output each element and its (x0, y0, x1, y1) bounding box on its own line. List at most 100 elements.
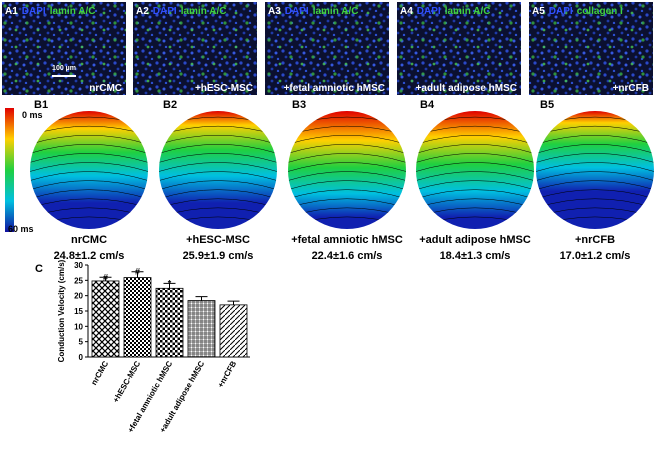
isochrone (288, 198, 406, 209)
isochrone-map (416, 111, 534, 229)
isochrone (536, 162, 654, 172)
map-name: +fetal amniotic hMSC (291, 234, 403, 246)
panel-label: A4 (400, 6, 413, 17)
isochrone-map (30, 111, 148, 229)
panel-header: A2 DAPI lamin A/C (136, 6, 226, 17)
micrograph-caption: +hESC-MSC (195, 83, 253, 94)
micrograph-caption: +adult adipose hMSC (416, 83, 517, 94)
x-tick-label: +nrCFB (216, 359, 238, 389)
isochrone (536, 153, 654, 163)
y-tick-label: 25 (74, 276, 83, 285)
y-tick-label: 5 (79, 338, 84, 347)
isochrone (416, 171, 534, 181)
panel-label: A3 (268, 6, 281, 17)
map-name: +hESC-MSC (186, 234, 250, 246)
stain-marker: lamin A/C (445, 6, 491, 17)
panel-header: A3 DAPI lamin A/C (268, 6, 358, 17)
micrograph-caption: +nrCFB (613, 83, 649, 94)
isochrone (30, 134, 148, 145)
map-velocity: 17.0±1.2 cm/s (560, 250, 631, 262)
map-label: B1 (34, 99, 48, 111)
isochrone (30, 189, 148, 199)
map-name: +adult adipose hMSC (419, 234, 531, 246)
isochrone (416, 144, 534, 154)
y-tick-label: 10 (74, 322, 83, 331)
isochrone-map (288, 111, 406, 229)
isochrone-map (159, 111, 277, 229)
isochrone (288, 144, 406, 154)
isochrone (159, 198, 277, 209)
micrograph-green (397, 2, 521, 95)
isochrone (159, 153, 277, 163)
panel-label: A5 (532, 6, 545, 17)
isochrone (288, 162, 406, 172)
map-label: B5 (540, 99, 554, 111)
error-bar (163, 282, 176, 289)
micrograph-caption: +fetal amniotic hMSC (284, 83, 385, 94)
isochrone (416, 153, 534, 163)
bar (219, 304, 248, 358)
isochrone (536, 134, 654, 145)
bar (123, 277, 152, 358)
panel-header: A5 DAPI collagen I (532, 6, 623, 17)
isochrone (536, 189, 654, 199)
bar (155, 287, 184, 358)
map-velocity: 25.9±1.9 cm/s (183, 250, 254, 262)
isochrone (536, 180, 654, 190)
isochrone (416, 134, 534, 145)
micrograph-green (2, 2, 126, 95)
isochrone (30, 198, 148, 209)
micrograph-green (529, 2, 653, 95)
panel-header: A1 DAPI lamin A/C (5, 6, 95, 17)
stain-dapi: DAPI (417, 6, 441, 17)
map-velocity: 22.4±1.6 cm/s (312, 250, 383, 262)
map-label: B4 (420, 99, 435, 111)
significance: # (103, 272, 108, 282)
micrograph-green (133, 2, 257, 95)
stain-dapi: DAPI (22, 6, 46, 17)
error-bar (227, 300, 240, 305)
isochrone (159, 144, 277, 154)
isochrone (536, 144, 654, 154)
stain-marker: lamin A/C (50, 6, 96, 17)
panel-label: A1 (5, 6, 18, 17)
isochrone (288, 189, 406, 199)
isochrone (30, 171, 148, 181)
stain-marker: collagen I (577, 6, 623, 17)
isochrone (30, 144, 148, 154)
panel-label: C (35, 263, 43, 275)
error-bar (195, 296, 208, 301)
isochrone (159, 134, 277, 145)
micrograph-green (265, 2, 389, 95)
isochrone (159, 171, 277, 181)
map-label: B3 (292, 99, 306, 111)
map-velocity: 18.4±1.3 cm/s (440, 250, 511, 262)
stain-dapi: DAPI (549, 6, 573, 17)
map-name: +nrCFB (575, 234, 615, 246)
error-bar (131, 271, 144, 278)
bar (187, 300, 216, 358)
stain-marker: lamin A/C (181, 6, 227, 17)
error-bar (99, 276, 112, 281)
isochrone (536, 171, 654, 181)
isochrone (30, 162, 148, 172)
y-tick-label: 30 (74, 261, 83, 270)
isochrone (288, 153, 406, 163)
panel-label: A2 (136, 6, 149, 17)
colorbar-bottom: 60 ms (8, 224, 34, 234)
y-axis-label: Conduction Velocity (cm/s) (57, 259, 66, 362)
stain-marker: lamin A/C (313, 6, 359, 17)
map-name: nrCMC (71, 234, 107, 246)
x-tick-label: nrCMC (89, 359, 110, 386)
isochrone (416, 198, 534, 209)
stain-dapi: DAPI (153, 6, 177, 17)
isochrone (416, 162, 534, 172)
map-label: B2 (163, 99, 177, 111)
isochrone (30, 153, 148, 163)
scale-label: 100 µm (52, 65, 76, 72)
isochrone (416, 189, 534, 199)
isochrone (288, 180, 406, 190)
significance: * (168, 278, 172, 288)
isochrone (159, 162, 277, 172)
